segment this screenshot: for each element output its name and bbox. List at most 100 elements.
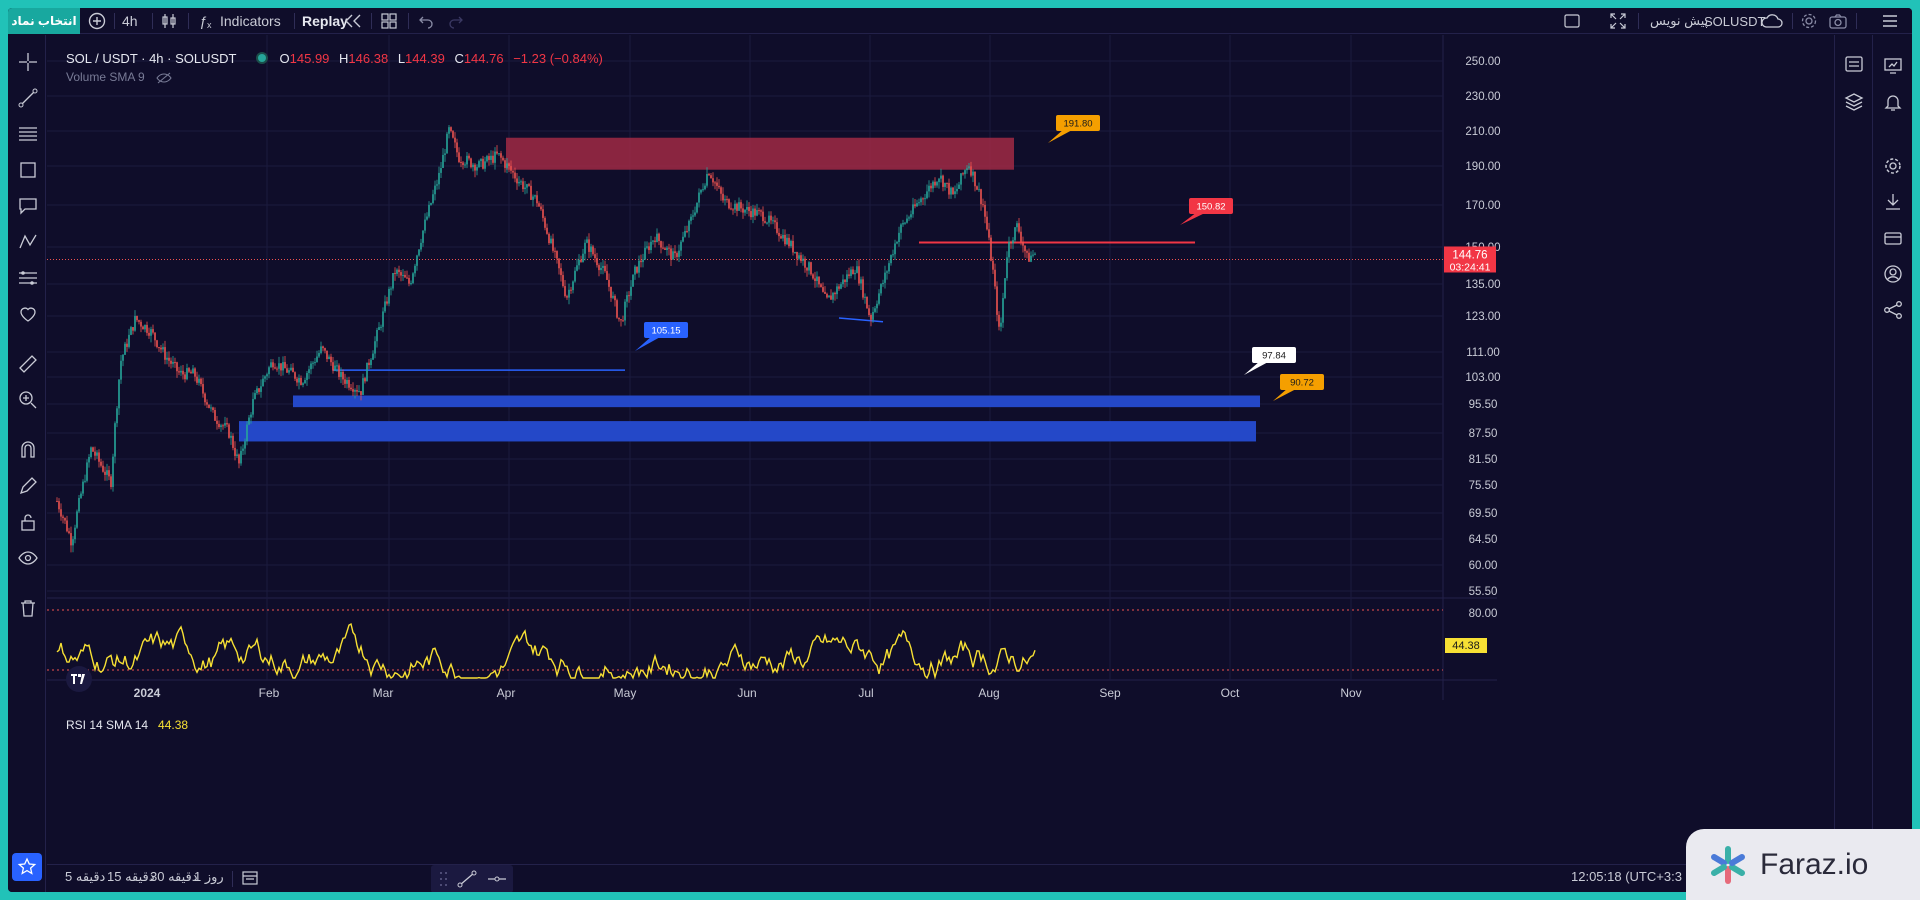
rectangle-shape-icon[interactable] <box>17 159 39 181</box>
candle-body <box>874 308 876 312</box>
legend-title[interactable]: SOL / USDT · 4h · SOLUSDT <box>66 51 237 66</box>
candles-icon[interactable] <box>160 8 178 34</box>
candle-body <box>602 265 604 268</box>
candle-body <box>788 237 790 247</box>
favorites-heart-icon[interactable] <box>17 303 39 325</box>
candle-body <box>278 363 280 369</box>
candle-body <box>360 391 362 395</box>
chart-canvas[interactable]: 191.80 150.82 105.15 97.84 90.72 250.00 230.0… <box>47 35 1792 855</box>
user-profile-icon[interactable] <box>1882 263 1904 285</box>
range-5-minutes[interactable]: 5 دقیقه <box>65 869 106 884</box>
candle-body <box>150 329 152 336</box>
cloud-icon[interactable] <box>1760 8 1784 34</box>
candle-body <box>704 185 706 190</box>
indicators-button[interactable]: Indicators <box>220 13 281 29</box>
layers-icon[interactable] <box>1843 91 1865 113</box>
add-symbol-icon[interactable] <box>88 8 106 34</box>
trend-line-icon[interactable] <box>17 87 39 109</box>
expand-icon[interactable] <box>1609 8 1627 34</box>
eye-visibility-icon[interactable] <box>17 547 39 569</box>
range-30-minutes[interactable]: 30 دقیقه <box>150 869 198 884</box>
candle-body <box>702 189 704 191</box>
candle-body <box>754 208 756 216</box>
candle-body <box>318 353 320 357</box>
candle-body <box>496 151 498 154</box>
candle-body <box>616 300 618 318</box>
candle-body <box>198 378 200 383</box>
candle-body <box>892 254 894 256</box>
candle-body <box>438 172 440 185</box>
prediction-icon[interactable] <box>17 267 39 289</box>
magnet-icon[interactable] <box>17 439 39 461</box>
fullscreen-box-icon[interactable] <box>1563 8 1581 34</box>
callout-pointer <box>635 336 662 351</box>
date-range-icon[interactable] <box>241 870 259 889</box>
candle-body <box>288 370 290 373</box>
candle-body <box>58 501 60 510</box>
layout-symbol-label[interactable]: SOLUSDT <box>1704 13 1766 29</box>
range-1-day[interactable]: 1 روز <box>194 869 224 884</box>
rsi-label[interactable]: RSI 14 SMA 14 <box>66 718 149 732</box>
crosshair-icon[interactable] <box>17 51 39 73</box>
favorite-star-icon[interactable] <box>12 853 42 881</box>
candle-body <box>268 367 270 375</box>
candle-body <box>548 233 550 244</box>
trend-tool-icon[interactable] <box>457 870 477 891</box>
annotation-text-icon[interactable] <box>17 195 39 217</box>
candle-body <box>1000 322 1002 327</box>
volume-label[interactable]: Volume SMA 9 <box>66 70 145 84</box>
wallet-card-icon[interactable] <box>1882 227 1904 249</box>
range-15-minutes[interactable]: 15 دقیقه <box>107 869 155 884</box>
fib-retracement-icon[interactable] <box>17 123 39 145</box>
draw-mode-icon[interactable] <box>17 475 39 497</box>
zoom-in-icon[interactable] <box>17 389 39 411</box>
candle-body <box>236 454 238 456</box>
candle-body <box>700 189 702 193</box>
menu-icon[interactable] <box>1881 8 1899 34</box>
candle-body <box>856 266 858 273</box>
candle-body <box>82 481 84 494</box>
candle-body <box>546 227 548 234</box>
camera-icon[interactable] <box>1828 8 1848 34</box>
hidden-eye-icon[interactable] <box>156 72 172 84</box>
share-icon[interactable] <box>1882 299 1904 321</box>
layout-name-label[interactable]: پیش نویس <box>1650 13 1709 28</box>
candle-body <box>962 173 964 175</box>
download-icon[interactable] <box>1882 191 1904 213</box>
support-zone-lower <box>239 421 1256 442</box>
pattern-icon[interactable] <box>17 231 39 253</box>
symbol-search-button[interactable]: انتخاب نماد <box>8 8 80 34</box>
candle-body <box>942 175 944 187</box>
interval-button[interactable]: 4h <box>122 13 138 29</box>
replay-button[interactable]: Replay <box>302 13 348 29</box>
candle-body <box>476 167 478 171</box>
alert-bell-icon[interactable] <box>1882 91 1904 113</box>
chart-monitor-icon[interactable] <box>1882 55 1904 77</box>
candle-body <box>686 231 688 233</box>
candle-body <box>564 286 566 297</box>
candle-body <box>612 295 614 298</box>
replay-icon[interactable] <box>343 8 363 34</box>
candle-body <box>664 248 666 250</box>
watchlist-icon[interactable] <box>1843 53 1865 75</box>
ruler-icon[interactable] <box>17 353 39 375</box>
layout-icon[interactable] <box>380 8 398 34</box>
lock-icon[interactable] <box>17 511 39 533</box>
candle-body <box>814 278 816 281</box>
candle-body <box>662 247 664 249</box>
trash-icon[interactable] <box>17 597 39 619</box>
undo-icon[interactable] <box>418 8 434 34</box>
candle-body <box>618 317 620 320</box>
settings-gear-icon[interactable] <box>1800 8 1818 34</box>
clock-readout[interactable]: 12:05:18 (UTC+3:3 <box>1571 869 1682 884</box>
candle-body <box>166 357 168 360</box>
drag-handle-icon[interactable] <box>439 871 449 890</box>
chart-settings-gear-icon[interactable] <box>1882 155 1904 177</box>
redo-icon[interactable] <box>448 8 464 34</box>
candle-body <box>500 153 502 158</box>
candle-body <box>424 219 426 231</box>
horizontal-line-icon[interactable] <box>487 870 507 891</box>
high-label: H <box>339 51 349 66</box>
candle-body <box>228 424 230 438</box>
